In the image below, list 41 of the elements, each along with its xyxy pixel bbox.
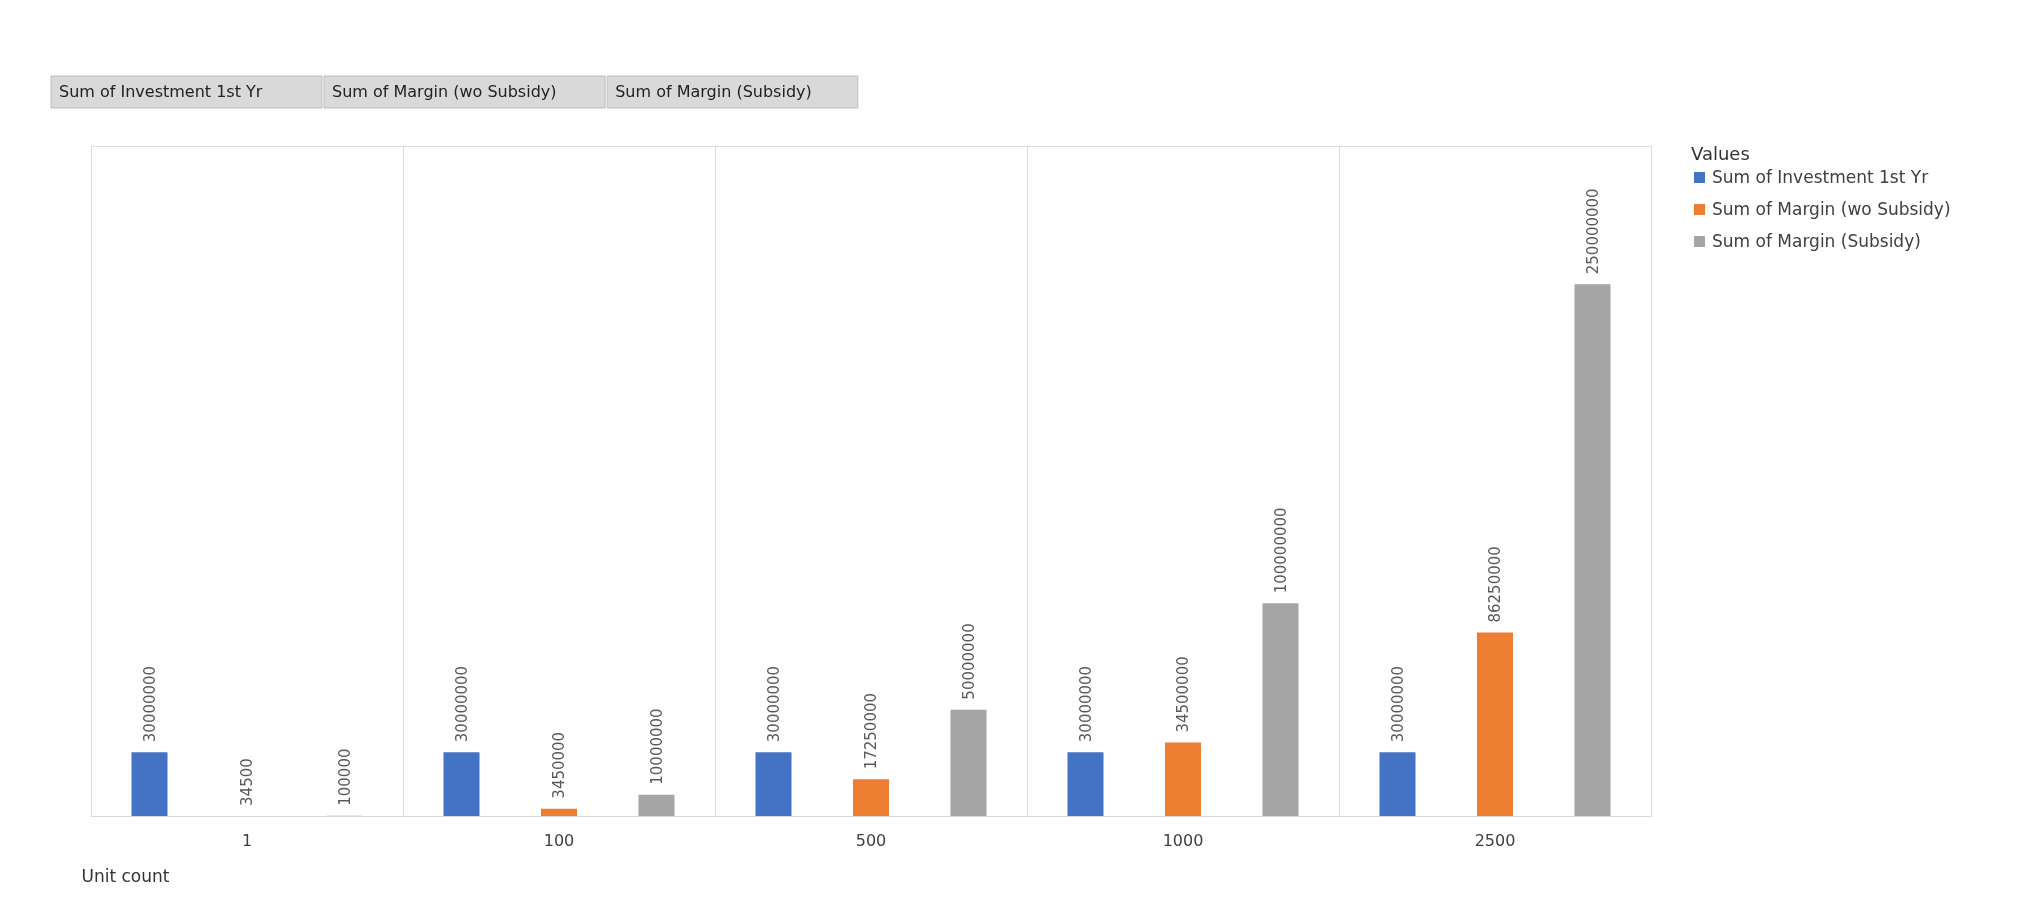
bar — [1477, 632, 1513, 816]
legend-label: Sum of Margin (Subsidy) — [1712, 230, 1921, 251]
data-label: 100000000 — [1271, 507, 1290, 594]
bar — [1067, 752, 1104, 816]
data-label: 34500 — [238, 758, 256, 806]
bar — [853, 779, 889, 816]
x-tick-label: 1 — [241, 830, 253, 850]
data-label: 86250000 — [1486, 546, 1504, 623]
x-tick-label: 500 — [855, 830, 887, 850]
bar — [1379, 752, 1416, 816]
data-label: 30000000 — [452, 665, 471, 743]
x-axis-title: Unit count — [81, 865, 170, 886]
data-label: 30000000 — [140, 665, 159, 743]
data-label: 34500000 — [1174, 656, 1192, 733]
bar — [1165, 742, 1201, 816]
text: Sum of Investment 1st Yr — [59, 82, 263, 101]
data-label: 30000000 — [1388, 665, 1407, 743]
data-label: 30000000 — [1076, 665, 1095, 743]
bar — [131, 752, 168, 816]
x-tick-label: 100 — [543, 830, 575, 850]
data-label: 17250000 — [862, 692, 880, 770]
x-tick-label: 1000 — [1162, 830, 1204, 850]
text: Sum of Margin (wo Subsidy) — [332, 82, 557, 101]
data-label: 250000000 — [1583, 188, 1602, 275]
legend-title: Values — [1691, 143, 1750, 164]
legend-label: Sum of Margin (wo Subsidy) — [1712, 198, 1951, 219]
bar — [443, 752, 480, 816]
legend-label: Sum of Investment 1st Yr — [1712, 166, 1929, 187]
data-label: 50000000 — [959, 623, 978, 700]
bar — [755, 752, 792, 816]
bar — [950, 709, 987, 816]
data-label: 10000000 — [647, 708, 666, 785]
bar — [1262, 603, 1299, 816]
bar — [541, 808, 577, 816]
data-label: 100000 — [335, 748, 354, 806]
bar — [1574, 284, 1611, 816]
x-tick-label: 2500 — [1474, 830, 1516, 850]
data-label: 3450000 — [550, 731, 568, 799]
text: Sum of Margin (Subsidy) — [615, 82, 812, 101]
bar — [638, 794, 675, 816]
data-label: 30000000 — [764, 665, 783, 743]
